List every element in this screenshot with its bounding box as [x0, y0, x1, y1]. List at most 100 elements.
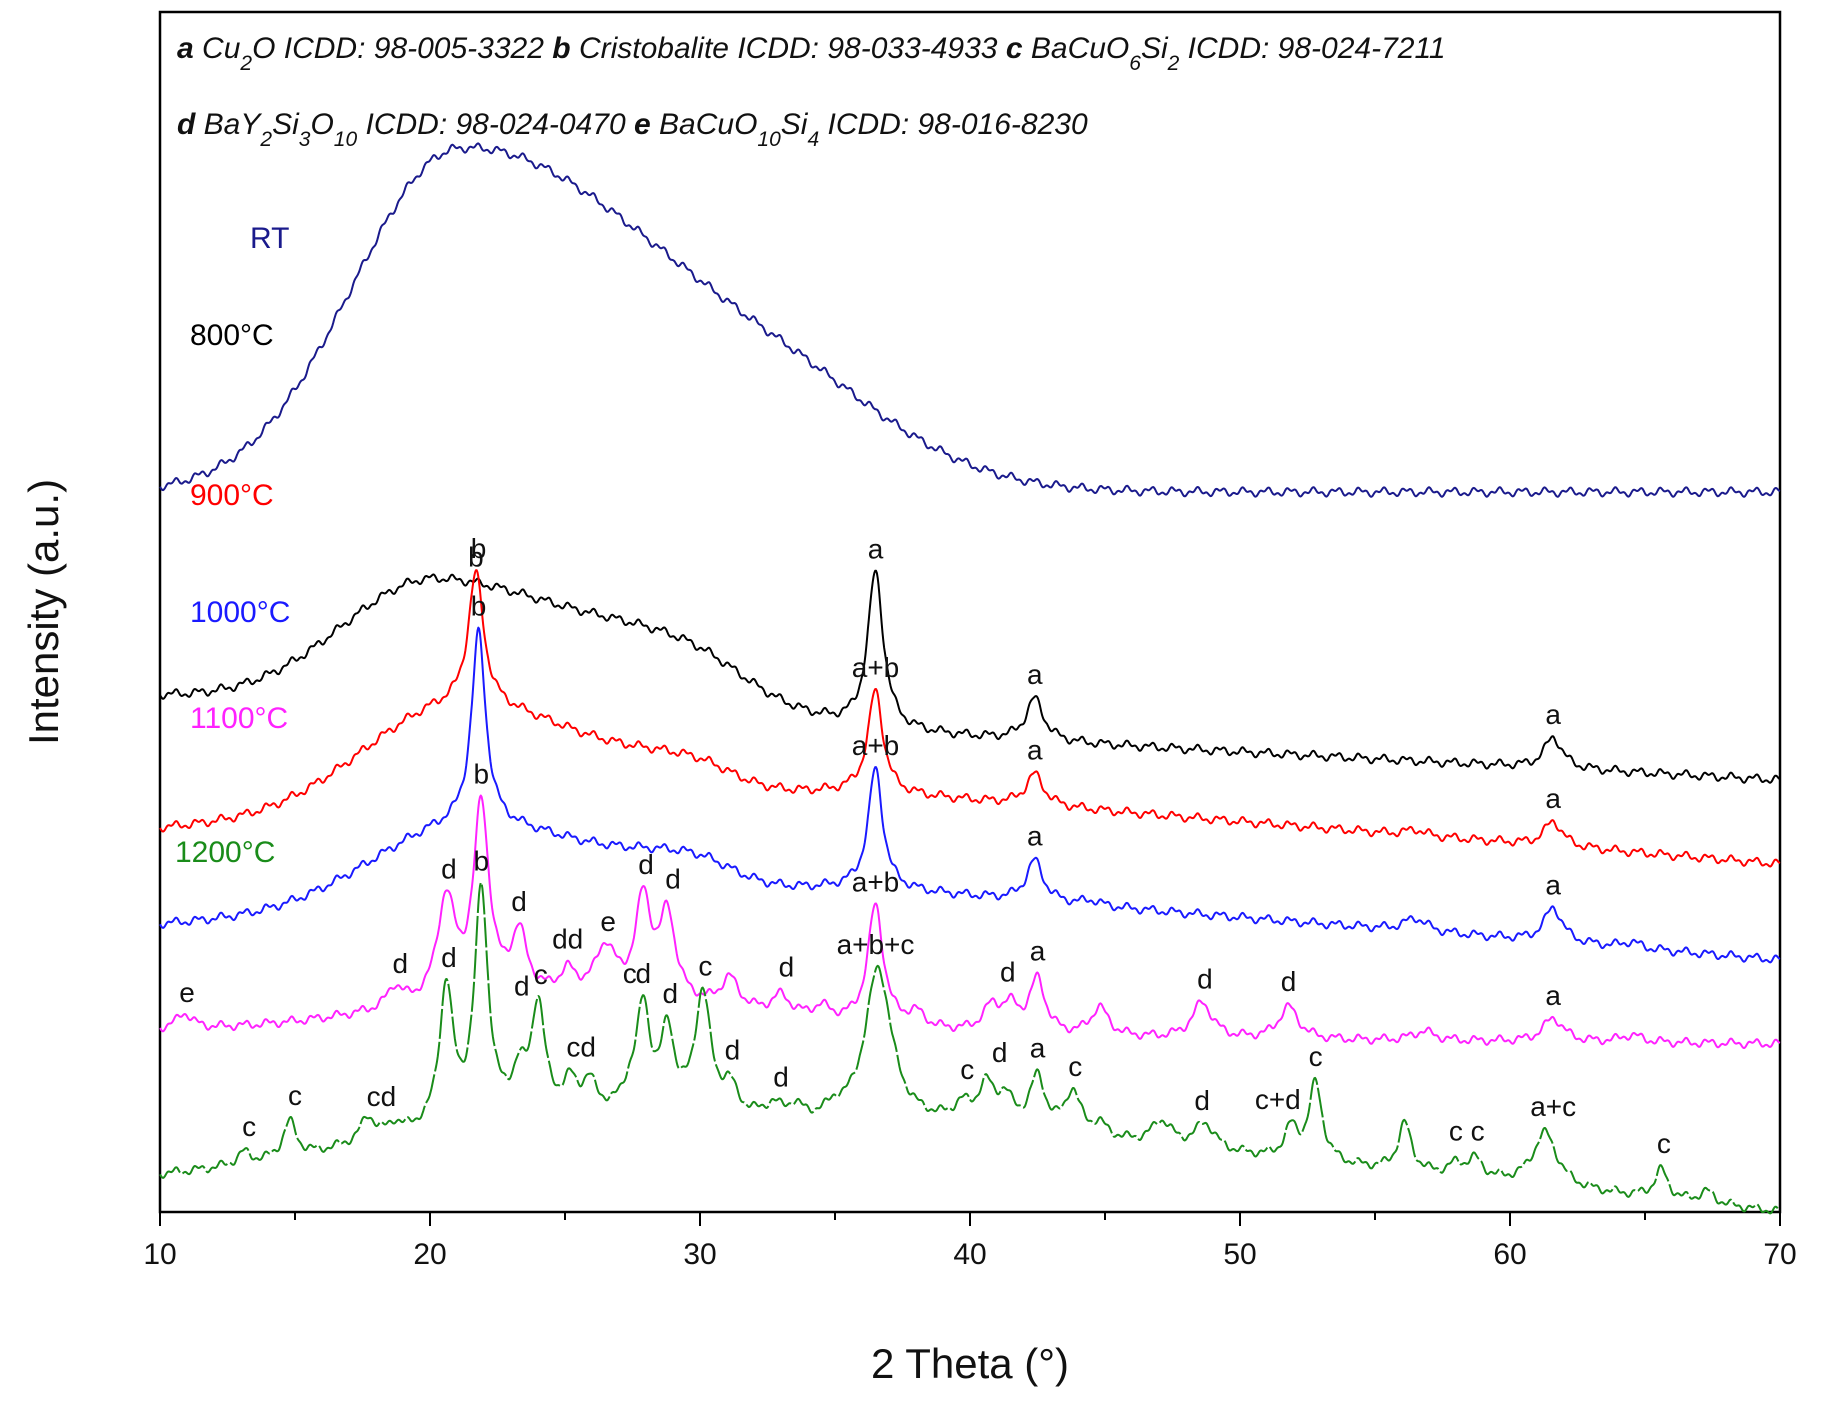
series-line-3: [159, 626, 1781, 964]
peak-label: a: [1545, 980, 1561, 1011]
legend-text: [1179, 32, 1187, 65]
legend-phase: O: [252, 32, 275, 65]
series-label: 1100°C: [190, 702, 288, 735]
legend-text: [626, 108, 634, 141]
legend-text: [998, 32, 1006, 65]
legend-key: b: [552, 32, 570, 65]
peak-label: cd: [367, 1081, 397, 1112]
peak-label: d: [1000, 957, 1016, 988]
peak-label: d: [1281, 966, 1297, 997]
legend-subscript: 4: [807, 128, 819, 151]
peak-label: d: [665, 863, 681, 894]
peak-label: e: [600, 906, 616, 937]
legend-subscript: 2: [1167, 52, 1180, 75]
legend-line-2: d BaY2Si3O10 ICDD: 98-024-0470 e BaCuO10…: [177, 108, 1088, 151]
legend-phase: BaCuO: [659, 108, 757, 141]
legend-text: [1023, 32, 1031, 65]
legend-text: [571, 32, 579, 65]
legend-icdd: ICDD: 98-005-3322: [284, 32, 544, 65]
peak-label: d: [779, 952, 795, 983]
peak-label: dd: [552, 924, 583, 955]
legend-key: a: [177, 32, 194, 65]
peak-label: d: [663, 978, 679, 1009]
x-tick-label: 70: [1763, 1238, 1796, 1271]
peak-label: c: [288, 1080, 302, 1111]
legend-phase: Si: [1141, 32, 1169, 65]
x-tick-label: 20: [413, 1238, 446, 1271]
legend-phase: Cristobalite: [579, 32, 729, 65]
series-line-4: [159, 794, 1781, 1049]
legend-phase: Si: [781, 108, 809, 141]
legend-text: [651, 108, 659, 141]
series-label: 1000°C: [190, 596, 290, 629]
legend-text: [544, 32, 552, 65]
peak-label: c: [623, 958, 637, 989]
peak-label: a+c: [1530, 1091, 1576, 1122]
legend-subscript: 6: [1129, 52, 1141, 75]
x-tick-label: 30: [683, 1238, 716, 1271]
peak-label: a+b: [852, 652, 900, 683]
legend-icdd: ICDD: 98-016-8230: [828, 108, 1088, 141]
legend-icdd: ICDD: 98-024-0470: [366, 108, 626, 141]
series-line-0: [159, 142, 1781, 498]
y-axis-title: Intensity (a.u.): [20, 479, 67, 745]
peak-label: a: [1027, 734, 1043, 765]
peak-label: c: [698, 951, 712, 982]
legend: a Cu2O ICDD: 98-005-3322 b Cristobalite …: [177, 32, 1446, 151]
x-tick-label: 50: [1223, 1238, 1256, 1271]
peak-label: d: [514, 971, 530, 1002]
legend-phase: Si: [272, 108, 300, 141]
peak-label: a: [1545, 699, 1561, 730]
x-tick-label: 40: [953, 1238, 986, 1271]
series-label: 800°C: [190, 319, 274, 352]
peak-label: c+d: [1255, 1084, 1301, 1115]
peak-label: a: [1545, 783, 1561, 814]
peak-label: c: [1309, 1041, 1323, 1072]
peak-label: d: [773, 1061, 789, 1092]
legend-subscript: 3: [299, 128, 311, 151]
peak-label: d: [725, 1034, 741, 1065]
legend-subscript: 10: [334, 128, 358, 151]
peak-label: c: [1068, 1051, 1082, 1082]
legend-line-1: a Cu2O ICDD: 98-005-3322 b Cristobalite …: [177, 32, 1446, 75]
peak-label: e: [179, 977, 195, 1008]
legend-subscript: 10: [757, 128, 781, 151]
legend-phase: BaCuO: [1031, 32, 1129, 65]
peak-label: d: [1197, 963, 1213, 994]
series-label: RT: [250, 222, 289, 255]
legend-icdd: ICDD: 98-033-4933: [737, 32, 997, 65]
peak-label: d: [1194, 1085, 1210, 1116]
peak-label: cd: [566, 1031, 596, 1062]
series-line-1: [159, 569, 1781, 784]
peak-label: a+b: [852, 866, 900, 897]
peak-label: a: [1027, 659, 1043, 690]
x-axis-ticks: 10 20 30 40 50 60 70: [143, 1212, 1797, 1271]
series-line-5: [159, 881, 1781, 1215]
legend-text: [357, 108, 365, 141]
legend-text: [195, 108, 203, 141]
peak-label: d: [441, 942, 457, 973]
peak-label: d: [638, 849, 654, 880]
peak-label: b: [471, 591, 487, 622]
legend-text: [194, 32, 202, 65]
peak-label: b: [468, 541, 484, 572]
legend-key: d: [177, 108, 196, 141]
peak-label: a+b+c: [837, 929, 915, 960]
series-layer: RT 800°C 900°C 1000°C 1100°C 1200°C: [159, 142, 1781, 1215]
peak-label: c c: [1449, 1115, 1485, 1146]
legend-subscript: 2: [239, 52, 252, 75]
peak-label: c: [960, 1054, 974, 1085]
legend-key: e: [634, 108, 651, 141]
series-label: 1200°C: [175, 836, 275, 869]
legend-phase: O: [310, 108, 333, 141]
legend-subscript: 2: [259, 128, 272, 151]
peak-label: c: [1657, 1128, 1671, 1159]
peak-label: a: [868, 533, 884, 564]
peak-label: b: [474, 759, 490, 790]
peak-label: b: [471, 533, 487, 564]
peak-label: a: [1027, 821, 1043, 852]
series-label: 900°C: [190, 479, 274, 512]
